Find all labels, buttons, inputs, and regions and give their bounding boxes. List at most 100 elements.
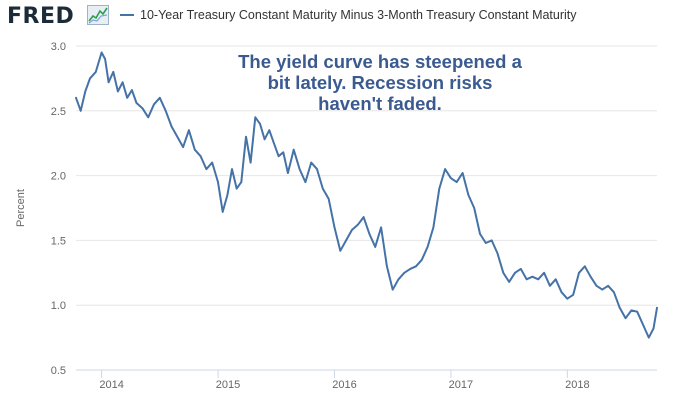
data-point (170, 125, 173, 128)
data-point (245, 135, 247, 138)
data-point (386, 265, 388, 268)
data-point (112, 71, 115, 73)
data-point (153, 103, 155, 106)
data-point (188, 129, 190, 131)
x-tick-label: 2016 (332, 379, 356, 391)
annotation-line-2: bit lately. Recession risks (267, 72, 493, 93)
y-tick-label: 1.0 (51, 300, 66, 312)
data-point (84, 90, 87, 93)
data-point (107, 81, 110, 84)
data-point (298, 168, 301, 170)
data-point (490, 239, 493, 242)
x-tick-label: 2017 (449, 379, 473, 391)
data-point (95, 71, 97, 73)
data-point (268, 129, 271, 131)
legend-swatch (120, 14, 134, 16)
data-point (467, 194, 470, 196)
data-point (479, 233, 481, 235)
data-point (100, 51, 103, 54)
data-point (485, 242, 487, 244)
data-point (79, 110, 82, 112)
annotation-line-1: The yield curve has steepened a (238, 51, 522, 72)
data-point (263, 138, 266, 141)
data-point (194, 148, 196, 151)
data-point (520, 268, 522, 270)
data-point (549, 285, 551, 287)
data-point (584, 265, 586, 268)
data-point (182, 146, 184, 148)
data-point (444, 168, 446, 170)
data-point (473, 207, 476, 209)
data-point (374, 246, 377, 248)
data-point (249, 161, 252, 164)
data-point (397, 278, 400, 281)
data-point (403, 272, 406, 274)
y-tick-label: 2.5 (51, 106, 66, 118)
fred-logo[interactable]: FRED (7, 4, 75, 29)
data-point (391, 288, 394, 291)
data-point (121, 81, 124, 84)
data-point (461, 172, 464, 174)
data-point (164, 110, 167, 112)
data-point (235, 187, 238, 190)
data-point (607, 285, 609, 287)
data-point (221, 211, 224, 213)
data-point (624, 317, 627, 320)
data-point (589, 275, 592, 278)
data-point (368, 233, 371, 235)
chart-legend[interactable]: 10-Year Treasury Constant Maturity Minus… (120, 8, 577, 22)
legend-label: 10-Year Treasury Constant Maturity Minus… (140, 8, 577, 22)
data-point (322, 187, 324, 190)
data-point (217, 181, 219, 183)
data-point (514, 272, 516, 274)
data-point (339, 250, 342, 252)
data-point (601, 288, 604, 291)
x-tick-label: 2015 (216, 379, 240, 391)
data-point (357, 224, 359, 226)
data-point (426, 246, 429, 248)
data-point (508, 281, 510, 283)
data-point (131, 89, 133, 91)
data-point (537, 278, 539, 281)
data-point (205, 168, 208, 170)
data-point (630, 309, 633, 312)
data-point (648, 336, 650, 339)
data-point (613, 291, 615, 294)
data-point (259, 123, 261, 125)
data-point (450, 177, 452, 179)
data-point (502, 272, 505, 274)
data-point (231, 168, 233, 170)
x-tick-label: 2014 (99, 379, 123, 391)
data-point (211, 161, 213, 164)
data-point (566, 297, 569, 300)
data-point (89, 77, 91, 80)
data-point (351, 229, 353, 231)
y-tick-label: 2.0 (51, 171, 66, 183)
data-point (159, 97, 161, 99)
data-point (327, 198, 330, 200)
data-point (292, 148, 295, 151)
data-point (554, 278, 557, 281)
data-point (287, 172, 289, 174)
data-point (636, 310, 638, 313)
data-point (543, 272, 545, 274)
data-point (304, 181, 307, 183)
data-point (141, 107, 144, 109)
data-point (75, 97, 77, 99)
data-point (310, 161, 313, 164)
data-point (438, 187, 441, 190)
data-point (409, 268, 412, 270)
y-tick-label: 1.5 (51, 235, 66, 247)
chart-header: FRED 10-Year Treasury Constant Maturity … (0, 0, 680, 34)
data-point (415, 265, 417, 268)
data-point (432, 226, 435, 229)
data-point (316, 168, 318, 170)
data-point (104, 58, 106, 60)
data-point (117, 90, 119, 93)
data-point (147, 116, 149, 119)
data-point (199, 155, 202, 157)
chart-annotation: The yield curve has steepened a bit late… (210, 51, 550, 114)
data-point (642, 323, 644, 326)
data-point (273, 142, 275, 144)
data-point (126, 97, 128, 99)
